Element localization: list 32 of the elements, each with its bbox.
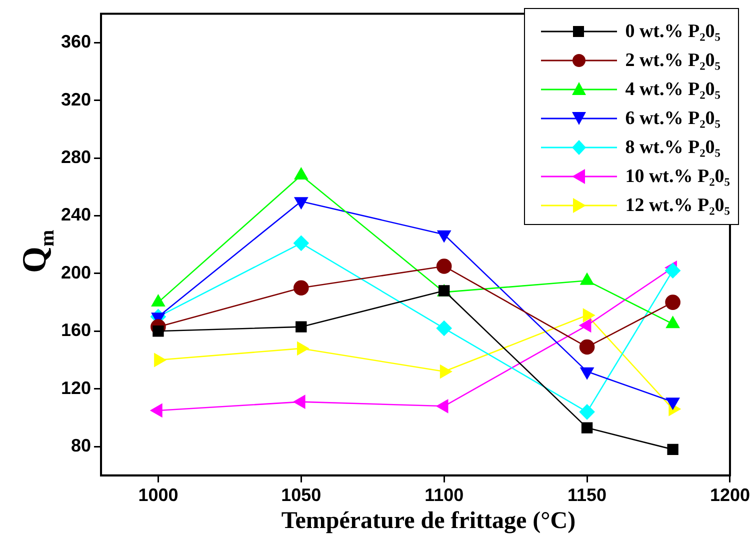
- y-tick-label: 160: [60, 320, 92, 340]
- x-axis-title: Température de frittage (°C): [280, 508, 577, 535]
- y-tick-label: 280: [60, 147, 92, 168]
- y-tick-label: 360: [60, 32, 92, 52]
- point: [667, 444, 678, 456]
- legend-label: 2 wt.% P₂0₅: [625, 50, 720, 72]
- point: [579, 404, 595, 420]
- point: [665, 262, 680, 278]
- point: [436, 320, 452, 336]
- x-tick-label: 1200: [710, 485, 750, 506]
- x-tick-label: 1150: [568, 485, 607, 506]
- point: [581, 422, 593, 434]
- point: [296, 321, 307, 332]
- point: [436, 258, 452, 274]
- point: [294, 280, 309, 296]
- point: [579, 339, 595, 355]
- legend-label: 10 wt.% P₂0₅: [625, 166, 730, 188]
- y-tick-label: 320: [60, 89, 92, 110]
- y-tick-label: 120: [60, 378, 92, 398]
- legend-label: 4 wt.% P₂0₅: [625, 78, 720, 100]
- x-tick-label: 1050: [281, 485, 322, 506]
- legend-label: 6 wt.% P₂0₅: [625, 108, 720, 130]
- point: [665, 294, 680, 310]
- x-tick-label: 1000: [138, 485, 178, 506]
- y-tick-label: 200: [60, 262, 92, 282]
- legend-label: 8 wt.% P₂0₅: [625, 136, 720, 158]
- point: [294, 236, 309, 251]
- y-tick-label: 80: [71, 436, 92, 456]
- x-tick-label: 1100: [424, 485, 464, 506]
- legend-label: 0 wt.% P₂0₅: [625, 20, 720, 42]
- y-tick-label: 240: [60, 204, 92, 225]
- legend-label: 12 wt.% P₂0₅: [625, 194, 730, 216]
